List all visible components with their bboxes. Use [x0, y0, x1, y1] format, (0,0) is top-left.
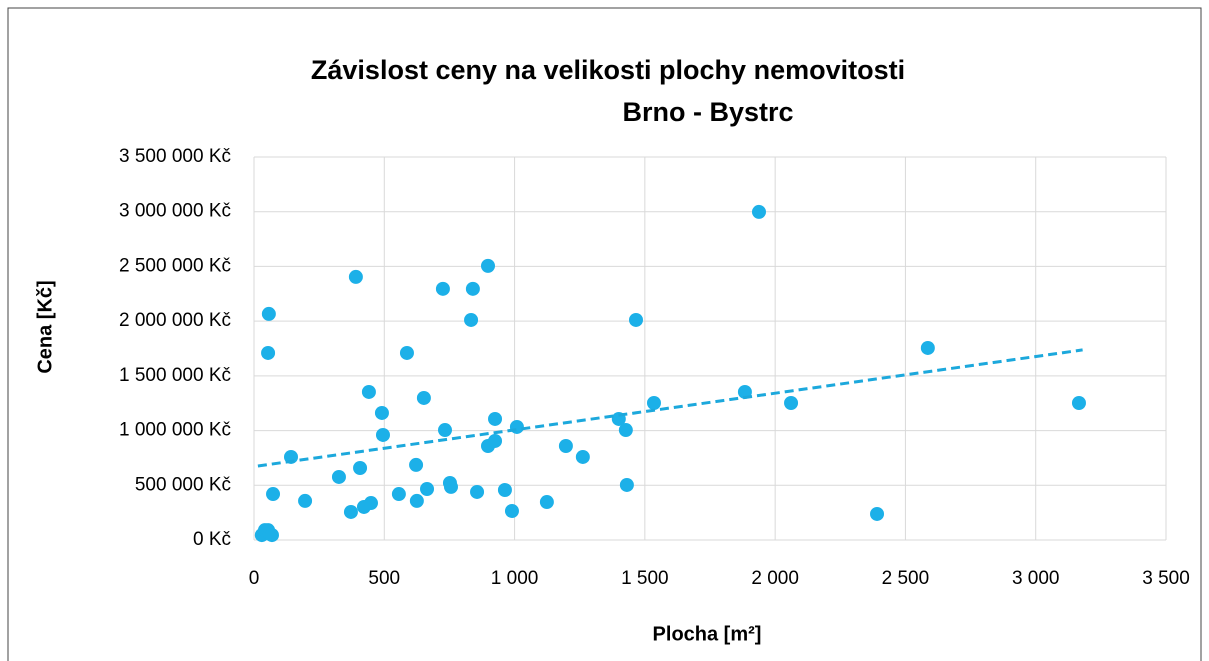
data-point	[363, 496, 378, 511]
y-tick-label: 3 000 000 Kč	[119, 201, 231, 222]
data-point	[737, 384, 752, 399]
data-point	[374, 405, 389, 420]
x-tick-label: 1 000	[491, 568, 539, 589]
chart-subtitle: Brno - Bystrc	[622, 97, 793, 127]
data-point	[464, 312, 479, 327]
y-tick-label: 1 000 000 Kč	[119, 420, 231, 441]
data-point	[488, 433, 503, 448]
data-point	[409, 493, 424, 508]
data-point	[558, 439, 573, 454]
data-point	[361, 384, 376, 399]
data-point	[443, 479, 458, 494]
data-point	[261, 306, 276, 321]
y-tick-label: 3 500 000 Kč	[119, 146, 231, 167]
data-point	[575, 449, 590, 464]
chart-title: Závislost ceny na velikosti plochy nemov…	[311, 55, 905, 85]
data-point	[646, 395, 661, 410]
data-point	[470, 484, 485, 499]
data-point	[343, 504, 358, 519]
data-point	[353, 460, 368, 475]
data-point	[497, 482, 512, 497]
x-tick-label: 2 000	[751, 568, 799, 589]
data-point	[784, 395, 799, 410]
data-point	[628, 312, 643, 327]
data-point	[375, 427, 390, 442]
trend-line	[257, 348, 1083, 468]
data-point	[619, 477, 634, 492]
data-point	[920, 340, 935, 355]
data-point	[465, 281, 480, 296]
data-point	[348, 269, 363, 284]
y-tick-label: 2 000 000 Kč	[119, 310, 231, 331]
data-point	[480, 258, 495, 273]
data-point	[409, 457, 424, 472]
data-point	[618, 423, 633, 438]
data-point	[264, 528, 279, 543]
x-axis-title: Plocha [m²]	[653, 623, 762, 645]
y-tick-label: 1 500 000 Kč	[119, 365, 231, 386]
data-point	[539, 495, 554, 510]
data-point	[509, 419, 524, 434]
x-tick-label: 500	[368, 568, 400, 589]
data-point	[870, 506, 885, 521]
x-tick-label: 1 500	[621, 568, 669, 589]
data-point	[391, 487, 406, 502]
y-tick-label: 2 500 000 Kč	[119, 255, 231, 276]
data-point	[261, 345, 276, 360]
x-tick-label: 3 500	[1142, 568, 1190, 589]
data-point	[751, 204, 766, 219]
x-tick-label: 2 500	[882, 568, 930, 589]
x-tick-label: 0	[249, 568, 260, 589]
x-tick-label: 3 000	[1012, 568, 1060, 589]
data-point	[298, 493, 313, 508]
data-point	[331, 469, 346, 484]
data-point	[416, 390, 431, 405]
y-axis-title: Cena [Kč]	[34, 280, 56, 373]
y-tick-label: 500 000 Kč	[135, 474, 231, 495]
data-point	[1071, 395, 1086, 410]
data-point	[504, 504, 519, 519]
chart-frame	[7, 7, 1202, 661]
data-point	[437, 423, 452, 438]
y-tick-label: 0 Kč	[193, 529, 231, 550]
data-point	[399, 345, 414, 360]
data-point	[435, 281, 450, 296]
data-point	[266, 487, 281, 502]
data-point	[488, 411, 503, 426]
data-point	[420, 482, 435, 497]
